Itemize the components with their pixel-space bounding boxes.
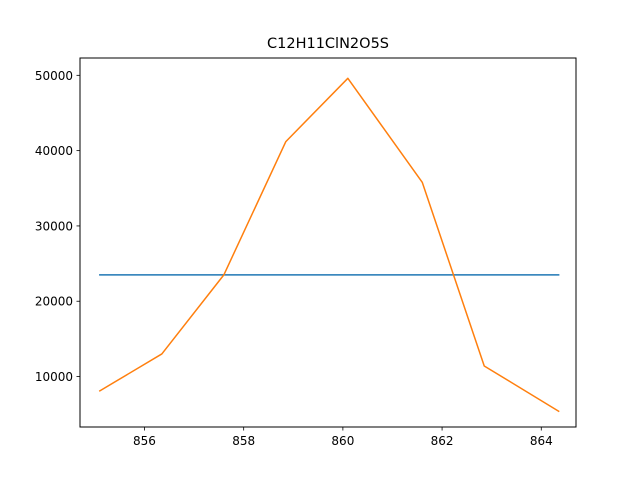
x-tick-label: 862: [431, 434, 454, 448]
x-tick-label: 860: [331, 434, 354, 448]
axes-frame: [79, 57, 577, 428]
x-tick-label: 856: [133, 434, 156, 448]
x-tick-label: 858: [232, 434, 255, 448]
chart-title: C12H11ClN2O5S: [267, 36, 389, 52]
y-tick-label: 30000: [35, 219, 73, 233]
x-tick-label: 864: [530, 434, 553, 448]
y-axis: 10000 20000 30000 40000 50000: [35, 69, 80, 384]
y-tick-label: 50000: [35, 69, 73, 83]
y-tick-label: 20000: [35, 295, 73, 309]
plot-area: [98, 77, 560, 413]
y-tick-label: 40000: [35, 144, 73, 158]
x-axis: 856 858 860 862 864: [133, 427, 553, 448]
y-tick-label: 10000: [35, 370, 73, 384]
series-line-2: [98, 77, 560, 413]
